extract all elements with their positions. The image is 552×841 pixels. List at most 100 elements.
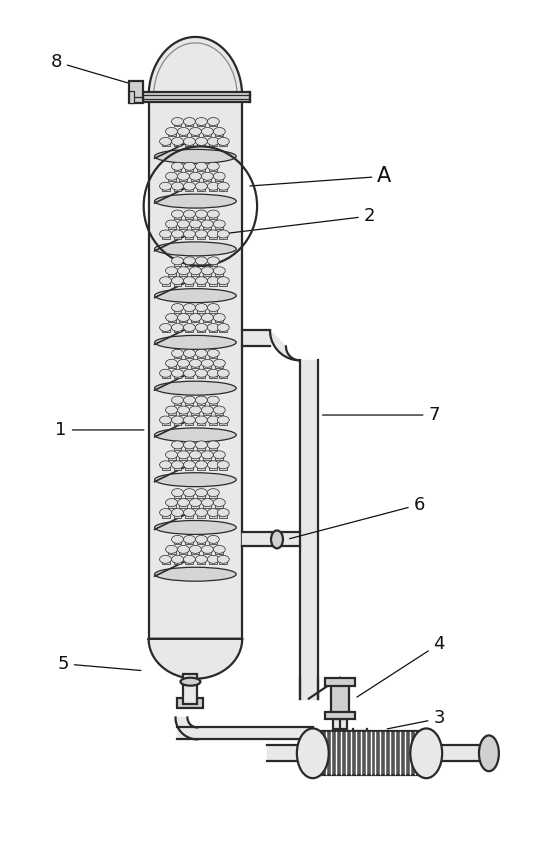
Bar [219,141,227,146]
Polygon shape [300,678,318,699]
Ellipse shape [160,369,172,378]
Ellipse shape [213,314,225,321]
Ellipse shape [195,441,208,449]
Ellipse shape [172,349,183,357]
Ellipse shape [181,678,200,685]
Bar [129,81,142,103]
Ellipse shape [208,137,219,145]
Ellipse shape [195,324,208,331]
Ellipse shape [217,230,229,238]
Ellipse shape [183,416,195,424]
Ellipse shape [201,267,213,275]
Bar [183,674,198,704]
Bar [203,271,211,276]
Bar [185,121,193,126]
Bar [173,308,182,313]
Ellipse shape [208,416,219,424]
Ellipse shape [183,210,195,218]
Bar [168,410,176,415]
Text: 3: 3 [387,710,445,729]
Bar [162,141,169,146]
Ellipse shape [201,359,213,368]
Ellipse shape [172,509,183,516]
Ellipse shape [208,277,219,285]
Ellipse shape [172,555,183,563]
Bar [192,177,199,181]
Bar [333,720,347,729]
Text: A: A [250,167,391,186]
Ellipse shape [183,257,195,265]
Bar [185,493,193,498]
Bar [198,234,205,239]
Ellipse shape [213,220,225,228]
Bar [185,465,193,470]
Ellipse shape [155,194,236,208]
Ellipse shape [208,230,219,238]
Ellipse shape [195,536,208,543]
Bar [215,503,223,508]
Bar [198,353,205,358]
Ellipse shape [178,128,189,135]
Ellipse shape [166,545,178,553]
Polygon shape [300,360,318,699]
Bar [168,503,176,508]
Bar [215,410,223,415]
Bar [179,131,188,136]
Ellipse shape [208,441,219,449]
Bar [215,318,223,322]
Ellipse shape [208,461,219,468]
Polygon shape [442,745,489,761]
Ellipse shape [217,461,229,468]
Bar [219,512,227,517]
Bar [209,141,217,146]
Bar [198,465,205,470]
Polygon shape [148,639,242,679]
Bar [173,353,182,358]
Bar [198,121,205,126]
Bar [173,400,182,405]
Bar [215,177,223,181]
Bar [325,678,354,685]
Ellipse shape [201,545,213,553]
Bar [173,465,182,470]
Ellipse shape [195,369,208,378]
Bar [162,186,169,191]
Ellipse shape [189,172,201,180]
Bar [209,234,217,239]
Ellipse shape [189,314,201,321]
Bar [192,503,199,508]
Bar [219,186,227,191]
Bar [173,234,182,239]
Polygon shape [176,717,198,739]
Ellipse shape [183,509,195,516]
Bar [185,353,193,358]
Text: 8: 8 [50,53,138,86]
Text: 2: 2 [208,207,375,235]
Text: 6: 6 [290,495,425,539]
Ellipse shape [172,182,183,190]
Ellipse shape [201,451,213,459]
Ellipse shape [201,220,213,228]
Bar [198,512,205,517]
Ellipse shape [195,118,208,125]
Bar [192,271,199,276]
Ellipse shape [183,536,195,543]
Ellipse shape [155,381,236,395]
Ellipse shape [189,406,201,414]
Polygon shape [242,331,270,346]
Ellipse shape [479,735,499,771]
Bar [173,420,182,425]
Bar [173,512,182,517]
Bar [325,711,354,720]
Ellipse shape [201,406,213,414]
Bar [331,682,349,717]
Bar [313,732,426,775]
Ellipse shape [195,509,208,516]
Bar [162,559,169,564]
Ellipse shape [183,489,195,497]
Ellipse shape [208,257,219,265]
Bar [185,281,193,286]
Bar [173,121,182,126]
Ellipse shape [195,137,208,145]
Bar [198,308,205,313]
